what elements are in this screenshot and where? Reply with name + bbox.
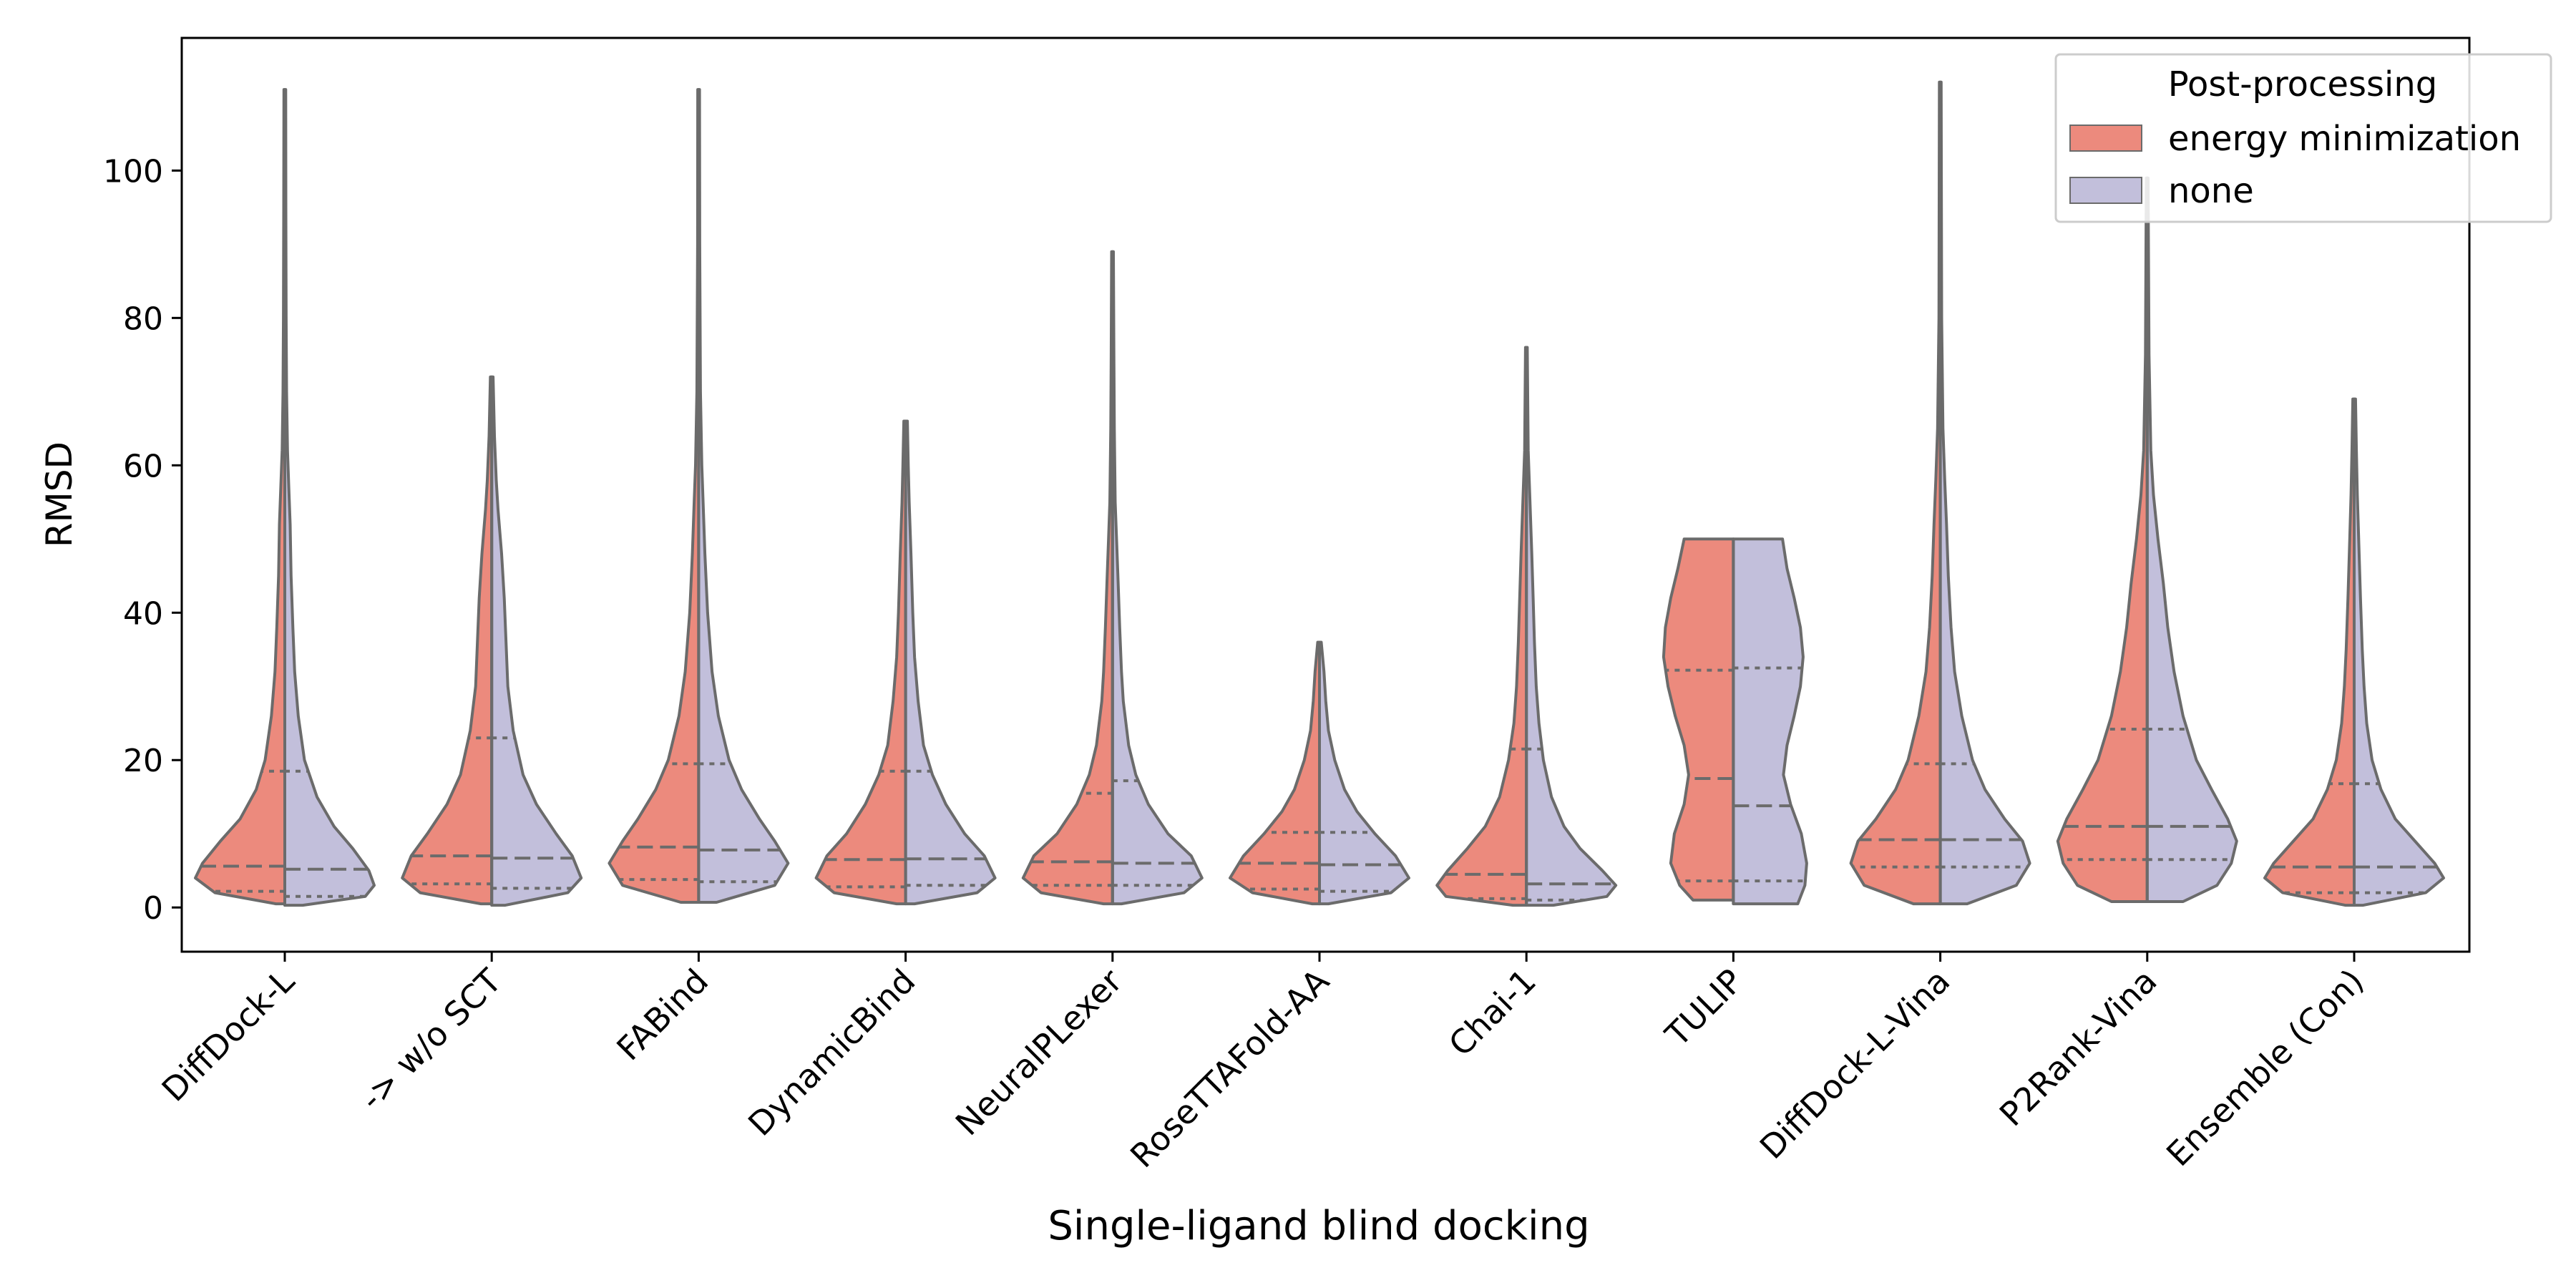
violin-none-w-o-sct xyxy=(490,375,583,907)
violin-none-tulip xyxy=(1732,537,1808,906)
legend-label-none: none xyxy=(2168,171,2254,211)
violin-layer xyxy=(194,80,2445,907)
y-axis: 0 20 40 60 80 100 xyxy=(103,153,182,927)
violin-energy-minimization-neuralplexer xyxy=(1021,250,1114,906)
violin-none-p2rank-vina xyxy=(2145,176,2238,903)
violin-energy-minimization-w-o-sct xyxy=(401,375,494,906)
violin-none-chai-1 xyxy=(1525,346,1618,907)
violin-energy-minimization-diffdock-l xyxy=(194,88,286,906)
violin-none-diffdock-l xyxy=(283,88,376,907)
y-axis-label: RMSD xyxy=(39,441,80,547)
x-tick-label-dynamicbind: DynamicBind xyxy=(741,962,922,1143)
x-axis-label: Single-ligand blind docking xyxy=(1048,1203,1589,1249)
violin-none-rosettafold-aa xyxy=(1318,640,1410,906)
y-tick-label-20: 20 xyxy=(123,743,163,779)
y-tick-label-100: 100 xyxy=(103,153,163,190)
x-tick-label-tulip: TULIP xyxy=(1657,962,1750,1055)
violin-none-fabind xyxy=(697,88,790,904)
x-axis: DiffDock-L -> w/o SCT FABind DynamicBind Neu… xyxy=(155,952,2371,1175)
x-tick-label-diffdock-l-vina: DiffDock-L-Vina xyxy=(1752,962,1958,1167)
legend-swatch-energy-minimization xyxy=(2069,125,2142,152)
y-tick-label-0: 0 xyxy=(143,890,163,927)
violin-energy-minimization-fabind xyxy=(608,88,701,904)
x-tick-label-fabind: FABind xyxy=(609,962,716,1068)
y-tick-label-40: 40 xyxy=(123,595,163,632)
legend-frame xyxy=(2054,53,2552,223)
x-tick-label-w-o-sct: -> w/o SCT xyxy=(352,961,509,1118)
x-tick-label-rosettafold-aa: RoseTTAFold-AA xyxy=(1123,961,1337,1175)
x-tick-label-chai-1: Chai-1 xyxy=(1441,962,1543,1064)
legend-swatch-none xyxy=(2069,177,2142,204)
legend: Post-processing energy minimization none xyxy=(2054,53,2552,223)
x-tick-label-neuralplexer: NeuralPLexer xyxy=(948,962,1130,1143)
violin-energy-minimization-rosettafold-aa xyxy=(1229,640,1321,906)
y-tick-label-80: 80 xyxy=(123,301,163,337)
quartile-lines xyxy=(201,666,2437,902)
violin-energy-minimization-diffdock-l-vina xyxy=(1849,80,1942,906)
x-tick-label-p2rank-vina: P2Rank-Vina xyxy=(1992,962,2165,1134)
y-tick-label-60: 60 xyxy=(123,448,163,484)
legend-label-energy-minimization: energy minimization xyxy=(2168,119,2521,159)
violin-energy-minimization-chai-1 xyxy=(1435,346,1528,907)
violin-none-neuralplexer xyxy=(1111,250,1204,906)
plot-area-frame xyxy=(180,36,2471,953)
violin-energy-minimization-dynamicbind xyxy=(814,419,907,906)
violin-none-dynamicbind xyxy=(904,419,997,906)
x-tick-label-ensemble-con: Ensemble (Con) xyxy=(2159,962,2371,1174)
violin-energy-minimization-ensemble-con xyxy=(2263,397,2356,907)
violin-none-diffdock-l-vina xyxy=(1938,80,2031,906)
violin-energy-minimization-p2rank-vina xyxy=(2056,176,2149,903)
violin-none-ensemble-con xyxy=(2353,397,2445,907)
violin-energy-minimization-tulip xyxy=(1662,537,1735,902)
x-tick-label-diffdock-l: DiffDock-L xyxy=(155,961,302,1108)
legend-title: Post-processing xyxy=(2168,64,2437,104)
